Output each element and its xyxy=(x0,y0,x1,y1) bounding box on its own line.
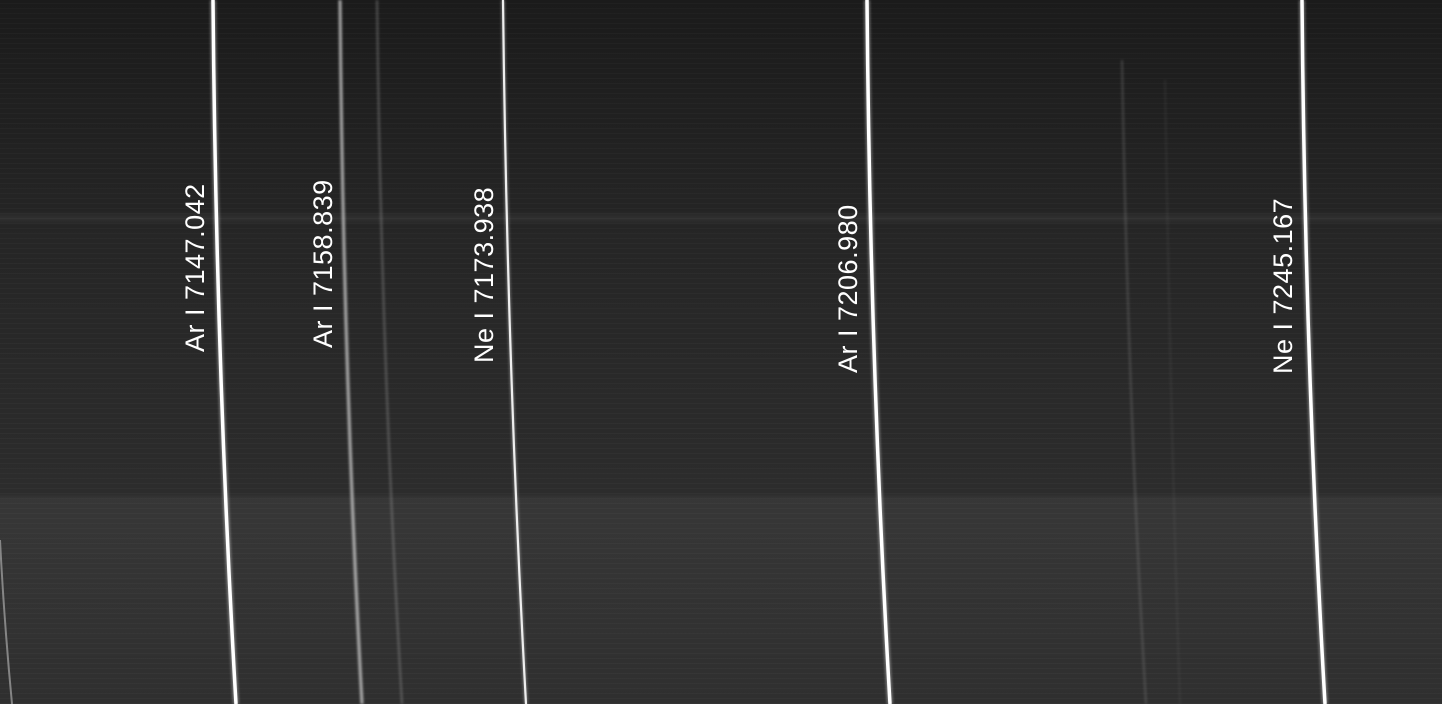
label-ar-7158: Ar I 7158.839 xyxy=(308,179,338,348)
faint-line-3 xyxy=(376,0,403,704)
line-ne-7245 xyxy=(1299,0,1328,704)
line-ar-7206 xyxy=(864,0,893,704)
label-ne-7173: Ne I 7173.938 xyxy=(469,186,499,363)
line-ne-7173-core xyxy=(501,0,528,704)
line-ar-7147-core xyxy=(211,0,238,704)
line-ar-7206-core xyxy=(865,0,892,704)
faint-line-4 xyxy=(1121,59,1147,704)
label-ar-7147: Ar I 7147.042 xyxy=(180,183,210,352)
line-ne-7173 xyxy=(501,0,528,704)
label-ar-7206: Ar I 7206.980 xyxy=(833,204,863,373)
faint-line-5 xyxy=(1164,79,1181,704)
label-ne-7245: Ne I 7245.167 xyxy=(1268,197,1298,374)
line-ne-7245-core xyxy=(1300,0,1327,704)
faint-line-left-edge xyxy=(0,539,13,704)
line-ar-7158 xyxy=(338,0,364,704)
line-ar-7147 xyxy=(210,0,239,704)
